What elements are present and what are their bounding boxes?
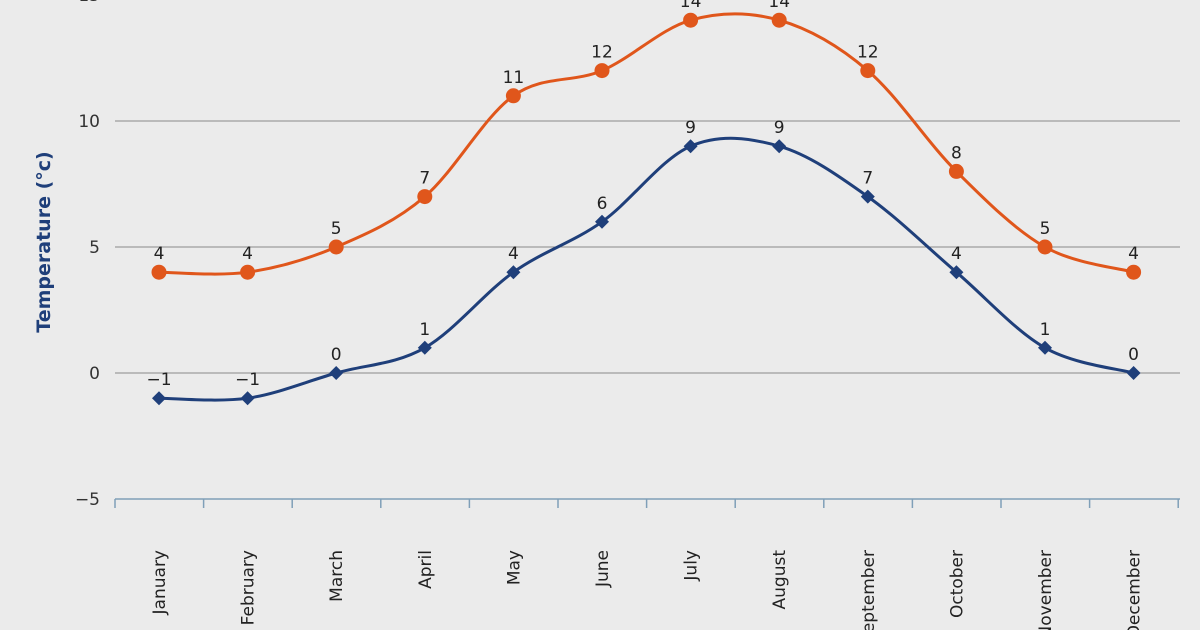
data-point-low — [860, 189, 875, 204]
data-point-high — [328, 239, 344, 255]
data-point-low — [683, 139, 698, 154]
data-point-high — [683, 12, 699, 28]
data-label-high: 14 — [768, 0, 790, 12]
x-axis — [114, 498, 1180, 508]
data-label-low: 9 — [774, 118, 785, 138]
category-label: October — [947, 550, 967, 618]
data-point-low — [949, 265, 964, 280]
gridlines — [115, 120, 1180, 374]
data-label-low: 4 — [951, 244, 962, 264]
series-markers — [151, 12, 1142, 406]
category-label: June — [593, 550, 613, 588]
y-tick-label: 10 — [78, 112, 100, 132]
category-label: January — [150, 550, 170, 615]
category-label: April — [416, 550, 436, 589]
data-label-high: 4 — [1128, 244, 1139, 264]
y-tick-label: 0 — [89, 364, 100, 384]
data-label-high: 7 — [419, 169, 430, 189]
y-tick-label: −5 — [75, 490, 100, 510]
y-axis-ticks: −5 0 5 10 15 — [75, 0, 100, 510]
y-tick-label: 5 — [89, 238, 100, 258]
category-label: May — [504, 550, 524, 585]
data-point-high — [1126, 264, 1142, 280]
category-label: July — [682, 550, 702, 582]
data-label-low: 6 — [597, 194, 608, 214]
data-point-low — [329, 366, 344, 380]
data-label-low: 9 — [685, 118, 696, 138]
data-point-low — [1038, 340, 1052, 355]
category-label: March — [327, 550, 347, 602]
data-label-low: 0 — [331, 345, 342, 365]
data-label-high: 4 — [242, 244, 253, 264]
data-point-low — [772, 139, 787, 154]
data-point-low — [595, 214, 609, 229]
data-point-high — [240, 264, 256, 280]
data-label-low: 4 — [508, 244, 519, 264]
category-label: September — [859, 550, 879, 630]
y-tick-label: 15 — [78, 0, 100, 6]
category-label: August — [770, 550, 790, 610]
data-label-high: 11 — [503, 68, 525, 88]
series-lines — [158, 12, 1135, 402]
data-point-low — [417, 340, 432, 355]
data-label-low: 0 — [1128, 345, 1139, 365]
data-point-high — [860, 63, 876, 79]
category-label: February — [239, 550, 259, 625]
data-label-low: 1 — [419, 320, 430, 340]
data-label-low: −1 — [146, 370, 171, 390]
data-label-low: −1 — [235, 370, 260, 390]
data-point-high — [594, 63, 610, 79]
data-point-low — [240, 391, 255, 406]
data-label-high: 14 — [680, 0, 702, 12]
category-label: December — [1125, 550, 1145, 630]
data-point-high — [417, 189, 433, 205]
data-label-high: 5 — [1040, 219, 1051, 239]
series-line-high — [158, 12, 1135, 276]
category-labels: January February March April May June July Augu… — [150, 550, 1145, 630]
data-point-low — [1126, 366, 1141, 380]
data-label-high: 12 — [591, 43, 613, 63]
data-point-high — [505, 88, 521, 104]
y-axis-title: Temperature (°c) — [33, 151, 55, 332]
data-point-high — [948, 163, 964, 179]
data-point-high — [151, 264, 167, 280]
data-point-low — [506, 265, 521, 280]
data-point-high — [1037, 239, 1053, 255]
data-label-high: 12 — [857, 43, 879, 63]
data-point-low — [152, 391, 166, 406]
data-point-high — [771, 12, 787, 28]
data-label-high: 4 — [154, 244, 165, 264]
data-label-high: 8 — [951, 143, 962, 163]
data-label-low: 1 — [1040, 320, 1051, 340]
series-line-low — [158, 136, 1135, 402]
category-label: November — [1036, 550, 1056, 630]
data-label-high: 5 — [331, 219, 342, 239]
data-label-low: 7 — [862, 169, 873, 189]
